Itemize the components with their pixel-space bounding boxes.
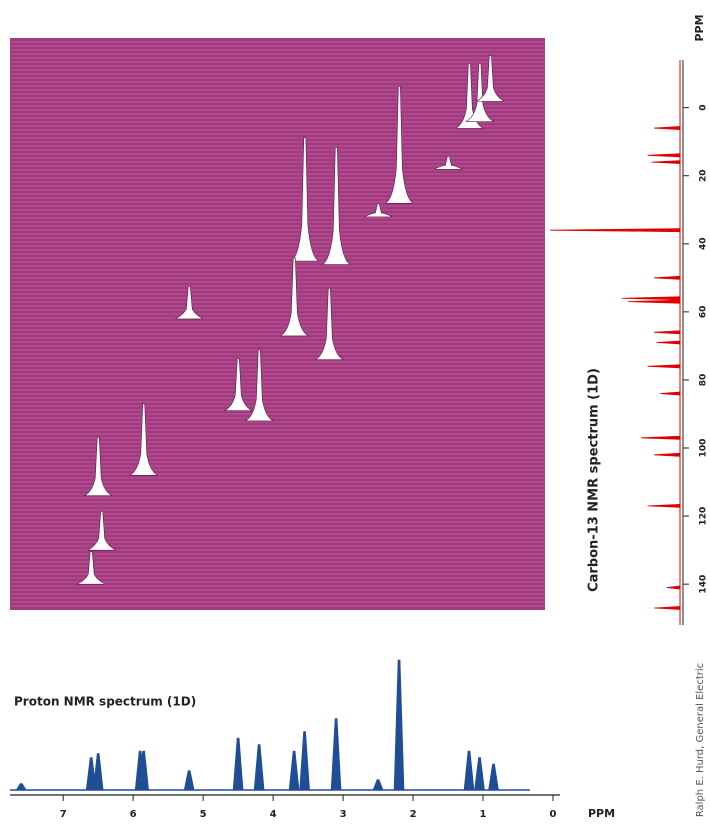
x-tick-label: 1 (480, 809, 487, 820)
peak (85, 757, 97, 791)
x-tick-label: 7 (60, 809, 67, 820)
trace-lines (10, 41, 545, 607)
peak (253, 744, 265, 791)
peak (330, 718, 342, 791)
peak (621, 296, 681, 301)
x-tick-label: 5 (200, 809, 207, 820)
peak (653, 275, 681, 280)
peak (653, 330, 681, 335)
peak (183, 770, 195, 791)
cross-peak (129, 403, 158, 476)
peak (647, 153, 681, 158)
peak (372, 779, 384, 791)
cross-peak (224, 358, 253, 412)
y-tick-label: 40 (699, 238, 709, 251)
peak (488, 763, 499, 791)
cross-peak (465, 62, 495, 122)
cross-peak (385, 85, 414, 204)
cross-peak (245, 349, 274, 422)
peak (15, 783, 27, 791)
peak (647, 364, 681, 369)
peak (474, 757, 485, 791)
peak (666, 585, 681, 590)
peak (653, 606, 681, 610)
y-tick-label: 120 (699, 507, 709, 526)
y-tick-label: 0 (699, 105, 709, 111)
x-tick-label: 0 (550, 809, 557, 820)
y-tick-label: 20 (699, 169, 709, 182)
y-tick-label: 140 (699, 575, 709, 594)
peak (288, 750, 300, 791)
peak (656, 340, 681, 345)
cross-peak (434, 155, 463, 170)
peak (653, 126, 681, 130)
cross-peak (84, 436, 113, 497)
peak (549, 228, 681, 233)
plot-2d-background (10, 38, 545, 610)
cross-peak (322, 147, 351, 265)
y-tick-label: 80 (699, 374, 709, 387)
cross-peak (87, 510, 116, 551)
peak (138, 750, 149, 791)
peak (660, 391, 681, 396)
x-tick-label: 2 (410, 809, 417, 820)
peak (653, 452, 681, 457)
carbon-axis-label: PPM (693, 14, 706, 41)
peak (640, 435, 681, 440)
x-tick-label: 3 (340, 809, 347, 820)
cross-peak (315, 287, 344, 361)
peak (232, 737, 244, 791)
peak (92, 753, 104, 791)
peak (647, 503, 681, 508)
proton-axis-label: PPM (588, 807, 615, 820)
peak (393, 659, 405, 791)
peak (651, 160, 681, 165)
peak (463, 750, 475, 791)
cross-peak (455, 63, 484, 129)
cross-peak (77, 551, 106, 585)
proton-title: Proton NMR spectrum (1D) (14, 695, 196, 709)
peak (627, 299, 681, 304)
carbon-title: Carbon-13 NMR spectrum (1D) (587, 368, 602, 592)
cross-peak (290, 137, 319, 262)
cross-peak (364, 203, 393, 218)
y-tick-label: 100 (699, 439, 709, 458)
cross-peak (280, 257, 309, 337)
credit: Ralph E. Hurd, General Electric (695, 663, 706, 817)
cross-peak (175, 286, 204, 320)
peak (299, 731, 310, 791)
x-tick-label: 6 (130, 809, 137, 820)
cross-peak (476, 55, 505, 102)
x-tick-label: 4 (270, 809, 277, 820)
y-tick-label: 60 (699, 306, 709, 319)
